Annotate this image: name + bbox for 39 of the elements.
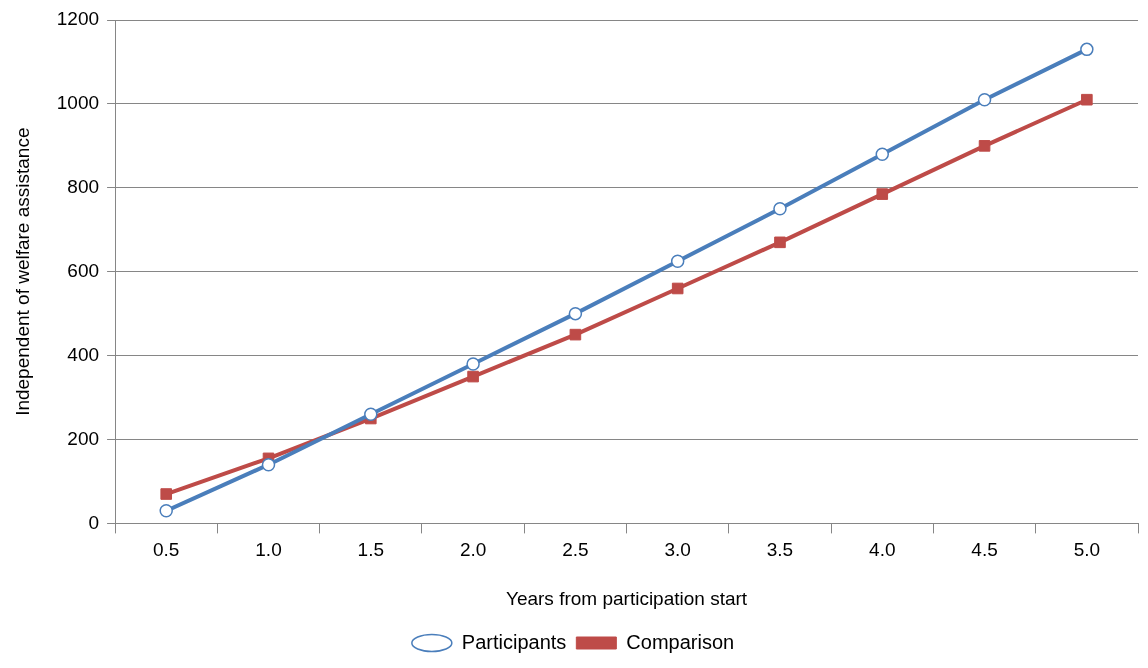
point [159, 504, 173, 518]
y-tick-label: 200 [67, 427, 100, 449]
point [467, 370, 479, 383]
legend-label: Participants [461, 630, 567, 653]
point [261, 457, 276, 472]
y-tick-label: 600 [67, 259, 100, 281]
point [569, 328, 582, 341]
point [466, 357, 480, 371]
y-tick-label: 1000 [56, 92, 100, 114]
point [1080, 42, 1094, 57]
x-tick-label: 2.5 [562, 539, 589, 561]
point [773, 202, 787, 216]
point [875, 147, 890, 161]
point [978, 140, 991, 152]
x-tick-label: 1.5 [357, 539, 385, 561]
x-tick-label: 2.0 [459, 539, 487, 561]
point [670, 254, 685, 268]
x-tick-label: 4.0 [869, 539, 896, 561]
y-axis-title: Independent of welfare assistance [11, 127, 33, 416]
x-tick-label: 1.0 [255, 539, 282, 561]
point [364, 407, 378, 422]
point [568, 306, 583, 321]
x-tick-label: 0.5 [153, 539, 180, 561]
x-tick-label: 4.5 [971, 539, 998, 561]
point [160, 488, 173, 500]
point [671, 282, 684, 295]
y-tick-label: 400 [67, 343, 100, 365]
x-tick-label: 3.0 [664, 539, 691, 561]
x-axis-title: Years from participation start [505, 587, 748, 609]
y-tick-label: 800 [67, 176, 100, 198]
x-tick-label: 5.0 [1073, 539, 1101, 561]
x-tick-label: 3.5 [766, 539, 794, 561]
point [977, 92, 992, 107]
y-tick-label: 1200 [56, 8, 100, 30]
point [1081, 93, 1093, 106]
legend-label: Comparison [626, 630, 735, 653]
y-tick-label: 0 [88, 511, 100, 533]
point [774, 236, 786, 249]
point [876, 188, 889, 200]
